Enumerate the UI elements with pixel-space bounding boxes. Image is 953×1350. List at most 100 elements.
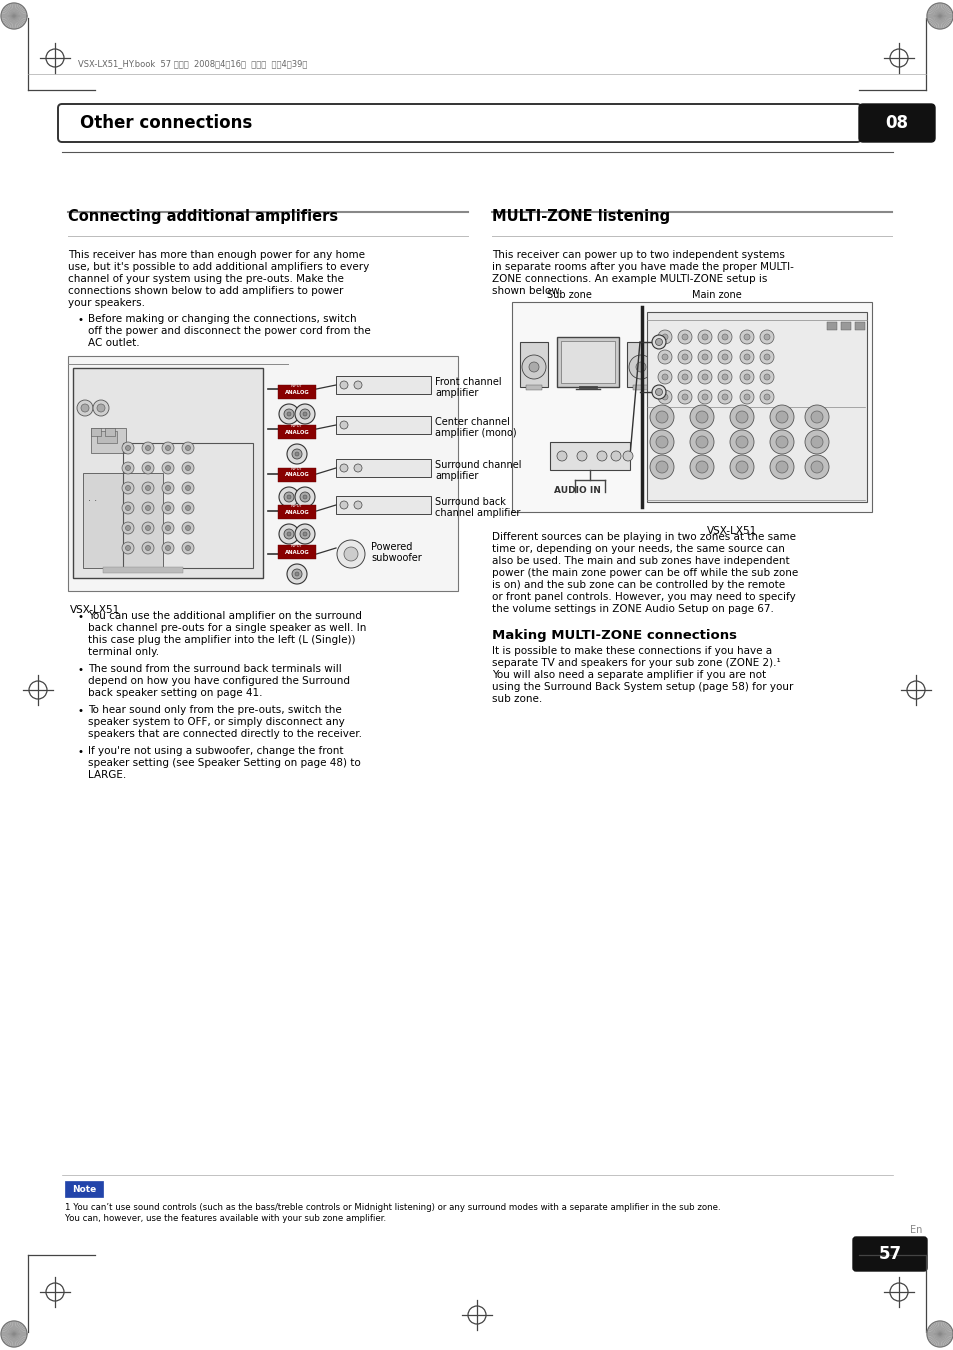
- Circle shape: [336, 540, 365, 568]
- Circle shape: [299, 409, 310, 418]
- Text: channel amplifier: channel amplifier: [435, 508, 519, 518]
- Circle shape: [122, 482, 133, 494]
- Circle shape: [339, 501, 348, 509]
- Bar: [335, 459, 431, 477]
- Text: in separate rooms after you have made the proper MULTI-: in separate rooms after you have made th…: [492, 262, 793, 271]
- Circle shape: [126, 466, 131, 471]
- Circle shape: [740, 390, 753, 404]
- Circle shape: [775, 436, 787, 448]
- Circle shape: [142, 502, 153, 514]
- Circle shape: [185, 545, 191, 551]
- Circle shape: [649, 431, 673, 454]
- Text: MULTI-ZONE listening: MULTI-ZONE listening: [492, 209, 669, 224]
- Text: is on) and the sub zone can be controlled by the remote: is on) and the sub zone can be controlle…: [492, 580, 784, 590]
- Circle shape: [735, 460, 747, 472]
- Bar: [841, 323, 850, 329]
- Circle shape: [735, 410, 747, 423]
- Circle shape: [729, 405, 753, 429]
- Circle shape: [804, 405, 828, 429]
- Text: time or, depending on your needs, the same source can: time or, depending on your needs, the sa…: [492, 544, 784, 554]
- Text: Different sources can be playing in two zones at the same: Different sources can be playing in two …: [492, 532, 795, 541]
- Circle shape: [278, 487, 298, 508]
- Polygon shape: [926, 3, 952, 28]
- Text: depend on how you have configured the Surround: depend on how you have configured the Su…: [88, 676, 350, 686]
- Circle shape: [696, 410, 707, 423]
- Circle shape: [810, 436, 822, 448]
- Circle shape: [701, 333, 707, 340]
- Text: INPUT: INPUT: [291, 504, 303, 508]
- Circle shape: [182, 541, 193, 554]
- Circle shape: [718, 350, 731, 365]
- Circle shape: [92, 400, 109, 416]
- Circle shape: [655, 339, 661, 346]
- Circle shape: [303, 412, 307, 416]
- Text: 08: 08: [884, 113, 907, 132]
- Circle shape: [77, 400, 92, 416]
- Circle shape: [718, 329, 731, 344]
- Text: VSX-LX51: VSX-LX51: [706, 526, 757, 536]
- Circle shape: [769, 431, 793, 454]
- Circle shape: [185, 505, 191, 510]
- Text: Surround channel: Surround channel: [435, 460, 521, 470]
- Circle shape: [655, 389, 661, 396]
- Circle shape: [354, 464, 361, 472]
- Circle shape: [182, 522, 193, 535]
- Circle shape: [651, 385, 665, 400]
- Text: speakers that are connected directly to the receiver.: speakers that are connected directly to …: [88, 729, 361, 738]
- Text: It is possible to make these connections if you have a: It is possible to make these connections…: [492, 647, 771, 656]
- Circle shape: [743, 374, 749, 379]
- Circle shape: [97, 404, 105, 412]
- Circle shape: [122, 502, 133, 514]
- Text: shown below.: shown below.: [492, 286, 561, 296]
- Circle shape: [165, 466, 171, 471]
- Circle shape: [182, 482, 193, 494]
- Bar: [277, 385, 315, 400]
- Text: ANALOG: ANALOG: [284, 549, 309, 555]
- Text: separate TV and speakers for your sub zone (ZONE 2).¹: separate TV and speakers for your sub zo…: [492, 657, 780, 668]
- Text: this case plug the amplifier into the left (L (Single)): this case plug the amplifier into the le…: [88, 634, 355, 645]
- Text: INPUT: INPUT: [291, 467, 303, 471]
- Text: sub zone.: sub zone.: [492, 694, 541, 703]
- Circle shape: [740, 350, 753, 365]
- Circle shape: [804, 431, 828, 454]
- Circle shape: [769, 405, 793, 429]
- Circle shape: [162, 502, 173, 514]
- Circle shape: [763, 354, 769, 360]
- Circle shape: [577, 451, 586, 460]
- Text: connections shown below to add amplifiers to power: connections shown below to add amplifier…: [68, 286, 343, 296]
- Circle shape: [729, 455, 753, 479]
- Circle shape: [287, 412, 291, 416]
- Circle shape: [339, 381, 348, 389]
- Circle shape: [344, 547, 357, 562]
- Circle shape: [303, 532, 307, 536]
- Circle shape: [294, 452, 298, 456]
- Circle shape: [126, 486, 131, 490]
- Circle shape: [284, 409, 294, 418]
- Circle shape: [678, 370, 691, 383]
- Circle shape: [287, 495, 291, 500]
- Circle shape: [339, 421, 348, 429]
- Circle shape: [804, 455, 828, 479]
- Circle shape: [185, 446, 191, 451]
- Circle shape: [689, 431, 713, 454]
- Bar: [626, 342, 655, 387]
- Circle shape: [122, 462, 133, 474]
- Text: VSX-LX51: VSX-LX51: [70, 605, 120, 616]
- Bar: [91, 428, 101, 436]
- Circle shape: [278, 404, 298, 424]
- Circle shape: [146, 486, 151, 490]
- Circle shape: [162, 462, 173, 474]
- Circle shape: [294, 404, 314, 424]
- Bar: [277, 468, 315, 482]
- Text: using the Surround Back System setup (page 58) for your: using the Surround Back System setup (pa…: [492, 682, 793, 693]
- Circle shape: [165, 525, 171, 531]
- Bar: [68, 356, 457, 591]
- Circle shape: [698, 350, 711, 365]
- Circle shape: [182, 462, 193, 474]
- Circle shape: [689, 405, 713, 429]
- Text: Other connections: Other connections: [80, 113, 252, 132]
- FancyBboxPatch shape: [58, 104, 861, 142]
- Polygon shape: [926, 1322, 952, 1347]
- Circle shape: [165, 446, 171, 451]
- Bar: [646, 312, 866, 502]
